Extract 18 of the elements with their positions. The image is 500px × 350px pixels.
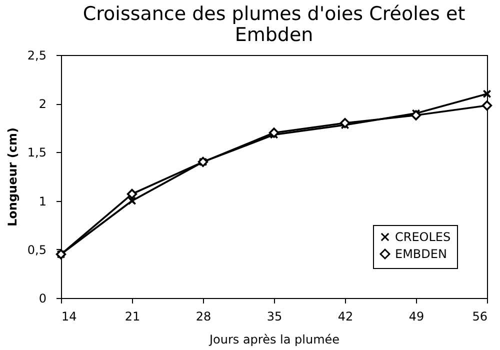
y-tick-label: 2,5 xyxy=(27,48,46,62)
legend-label: EMBDEN xyxy=(395,247,447,261)
x-tick-label: 42 xyxy=(338,310,354,324)
x-tick-label: 56 xyxy=(472,310,488,324)
y-tick-label: 0 xyxy=(38,292,46,306)
x-tick-label: 49 xyxy=(408,310,424,324)
y-axis-title: Longueur (cm) xyxy=(5,128,20,226)
x-tick-label: 28 xyxy=(196,310,212,324)
chart-title: Croissance des plumes d'oies Créoles et Embden xyxy=(82,3,466,46)
x-axis-title: Jours après la plumée xyxy=(208,332,340,346)
x-tick-label: 21 xyxy=(124,310,140,324)
legend-label: CREOLES xyxy=(395,230,451,244)
y-tick-label: 0,5 xyxy=(27,242,46,257)
x-tick-label: 14 xyxy=(62,310,77,324)
x-tick-label: 35 xyxy=(266,310,282,324)
y-tick-label: 1,5 xyxy=(27,146,46,160)
y-tick-label: 1 xyxy=(38,194,46,208)
y-tick-label: 2 xyxy=(38,97,46,112)
